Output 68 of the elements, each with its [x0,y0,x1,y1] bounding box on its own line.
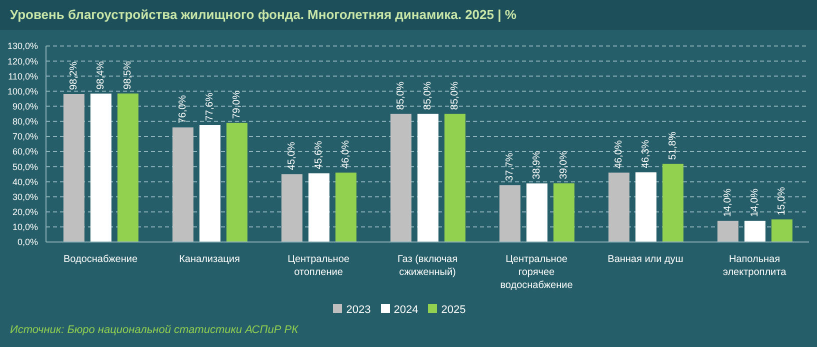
bar [390,114,412,242]
x-tick-label: Газ (включая сжиженный) [397,254,458,278]
bar [90,94,112,242]
y-tick-label: 40,0% [12,176,38,187]
data-label: 39,0% [558,150,570,180]
y-tick-label: 0,0% [17,237,38,248]
bar [662,164,684,242]
bar [281,174,302,242]
bar [417,114,438,242]
data-label: 85,0% [422,81,434,110]
bar [308,173,330,242]
data-label: 85,0% [449,81,460,110]
bar [117,93,138,242]
bar [444,114,466,242]
data-label: 77,6% [204,92,216,122]
y-tick-label: 130,0% [7,41,38,52]
bar [717,220,738,242]
x-tick-label: Водоснабжение [63,254,138,265]
bar [608,172,630,242]
y-tick-label: 60,0% [12,146,38,157]
data-label: 14,0% [722,188,734,217]
x-tick-label: Напольная электроплита [722,254,787,278]
x-tick-label: Ванная или душ [608,254,684,265]
y-tick-label: 100,0% [7,86,38,96]
data-label: 51,8% [667,131,678,160]
bar [499,185,520,242]
x-tick-label: Центральное горячее водоснабжение [500,254,574,291]
legend-label: 2024 [394,304,418,316]
data-label: 85,0% [395,81,406,110]
y-tick-label: 50,0% [12,162,38,172]
data-label: 98,2% [68,61,80,90]
bar [335,172,356,242]
bar [526,183,548,242]
data-label: 15,0% [776,186,788,216]
y-tick-label: 120,0% [7,56,38,66]
bar [63,94,84,242]
data-label: 46,3% [640,140,652,168]
data-label: 45,0% [286,142,298,170]
data-label: 79,0% [231,90,242,119]
data-label: 38,9% [531,150,542,180]
bar [744,220,766,242]
y-tick-label: 20,0% [12,207,38,218]
bar [553,183,574,242]
bar [771,219,792,242]
data-label: 46,0% [340,140,352,169]
bar [226,122,248,242]
x-tick-label: Канализация [179,254,240,265]
y-tick-label: 70,0% [12,132,38,142]
bar [172,127,194,242]
y-tick-label: 90,0% [12,102,38,112]
legend-label: 2023 [346,304,371,316]
y-tick-label: 10,0% [12,222,38,232]
data-label: 98,4% [95,61,106,90]
data-label: 45,6% [313,140,324,170]
bar [199,125,220,242]
bar [635,172,656,242]
data-label: 14,0% [749,188,760,217]
data-label: 37,7% [504,152,516,182]
data-label: 76,0% [177,94,188,124]
chart-title: Уровень благоустройства жилищного фонда. Многолетняя динамика. 2025 | % [0,0,817,30]
text: Источник: Бюро национальной статистики АСПиР РК [10,324,298,336]
y-tick-label: 30,0% [12,192,38,202]
y-tick-label: 110,0% [8,71,38,82]
x-tick-label: Центральное отопление [288,254,350,278]
data-label: 98,5% [122,61,134,90]
data-label: 46,0% [613,140,624,169]
y-tick-label: 80,0% [12,116,38,127]
legend-label: 2025 [441,304,466,316]
